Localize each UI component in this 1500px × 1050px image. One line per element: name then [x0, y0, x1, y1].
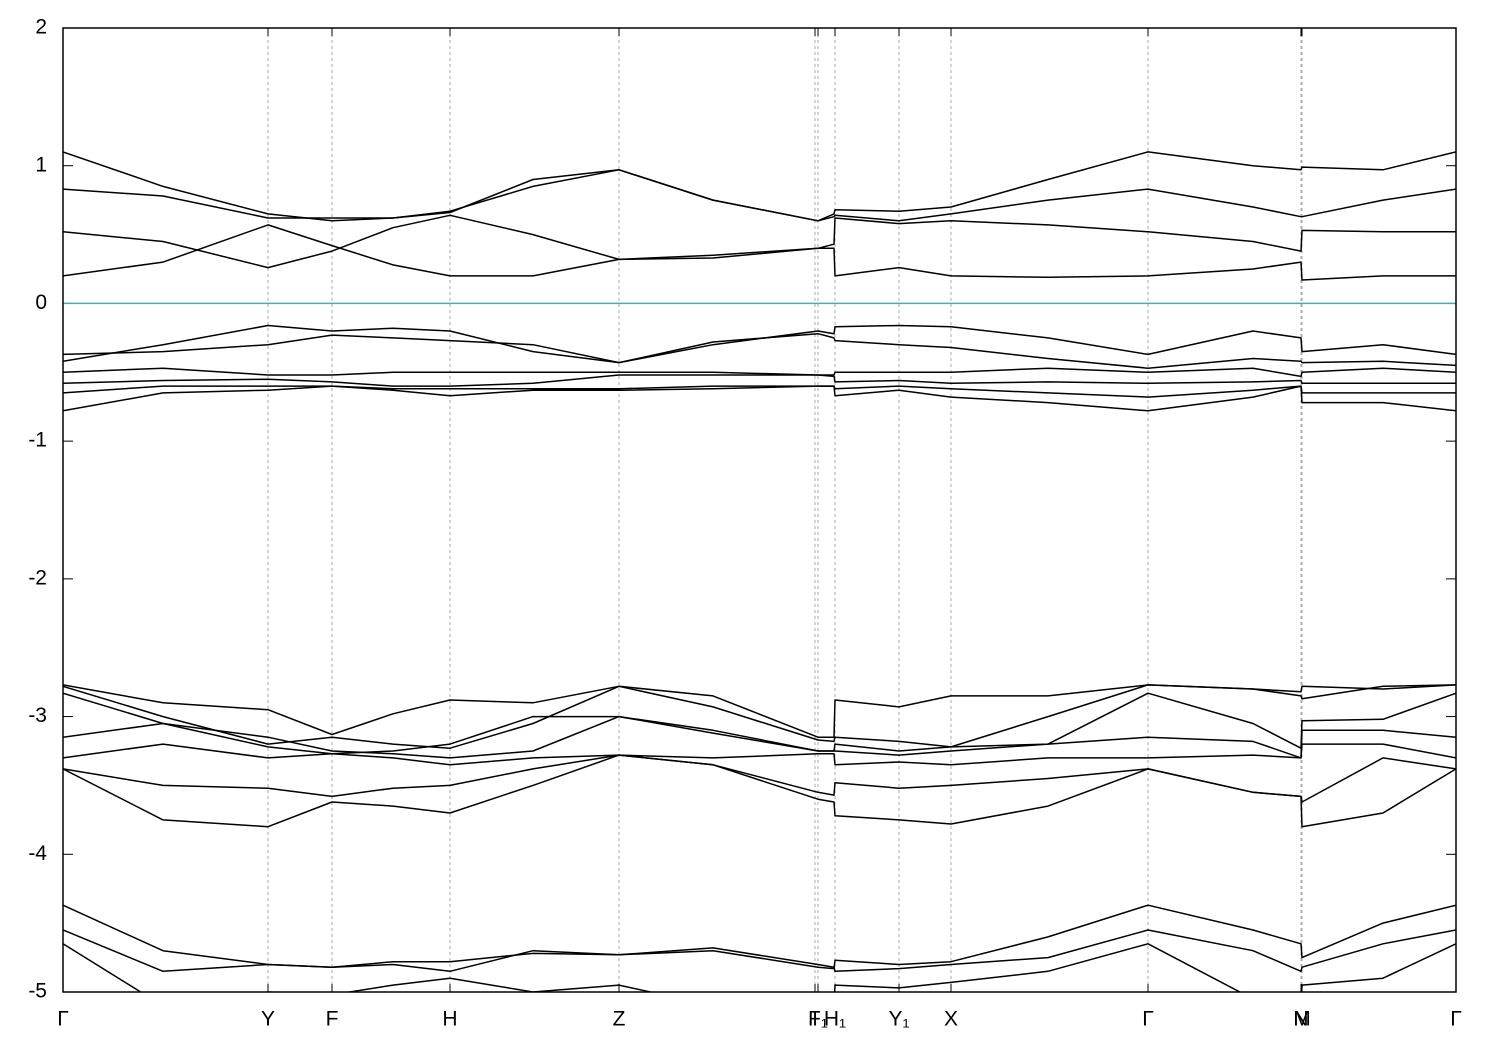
band-line — [63, 367, 1456, 378]
x-tick-label: Γ — [1450, 1008, 1462, 1031]
y-tick-label: 1 — [35, 153, 47, 176]
x-tick-label: Γ — [1142, 1008, 1154, 1031]
y-tick-label: -1 — [28, 429, 47, 452]
y-tick-label: 2 — [35, 16, 47, 39]
x-tick-label: H — [442, 1008, 457, 1031]
band-line — [63, 332, 1456, 369]
x-tick-label: N — [1293, 1008, 1308, 1031]
x-tick-label: Γ — [57, 1008, 69, 1031]
band-line — [63, 684, 1456, 749]
x-tick-label: I — [812, 1008, 818, 1031]
x-tick-label: M — [1293, 1008, 1311, 1031]
x-tick-label: Z — [613, 1008, 626, 1031]
band-line — [63, 904, 1456, 970]
band-line — [63, 692, 1456, 755]
x-tick-label: F₁ — [808, 1008, 828, 1031]
band-line — [63, 151, 1456, 222]
y-tick-label: -2 — [28, 566, 47, 589]
x-tick-label: H₁ — [824, 1008, 846, 1031]
x-tick-label: F — [326, 1008, 339, 1031]
band-line — [63, 385, 1456, 412]
band-line — [63, 224, 1456, 281]
y-tick-label: -5 — [28, 980, 47, 1003]
band-line — [63, 214, 1456, 269]
band-line — [63, 943, 1456, 992]
y-tick-label: 0 — [35, 291, 47, 314]
x-tick-label: Y₁ — [888, 1008, 909, 1031]
band-line — [63, 743, 1456, 766]
plot-frame — [62, 27, 1457, 993]
y-tick-label: -4 — [28, 842, 47, 865]
x-tick-label: X — [944, 1008, 958, 1031]
band-line — [63, 754, 1456, 828]
band-line — [63, 324, 1456, 364]
y-tick-label: -3 — [28, 704, 47, 727]
band-line — [63, 169, 1456, 222]
band-line — [63, 374, 1456, 387]
band-line — [63, 684, 1456, 738]
x-tick-label: Y — [261, 1008, 275, 1031]
band-line — [63, 715, 1456, 759]
band-line — [63, 929, 1456, 973]
band-line — [63, 754, 1456, 803]
bands — [63, 151, 1456, 992]
